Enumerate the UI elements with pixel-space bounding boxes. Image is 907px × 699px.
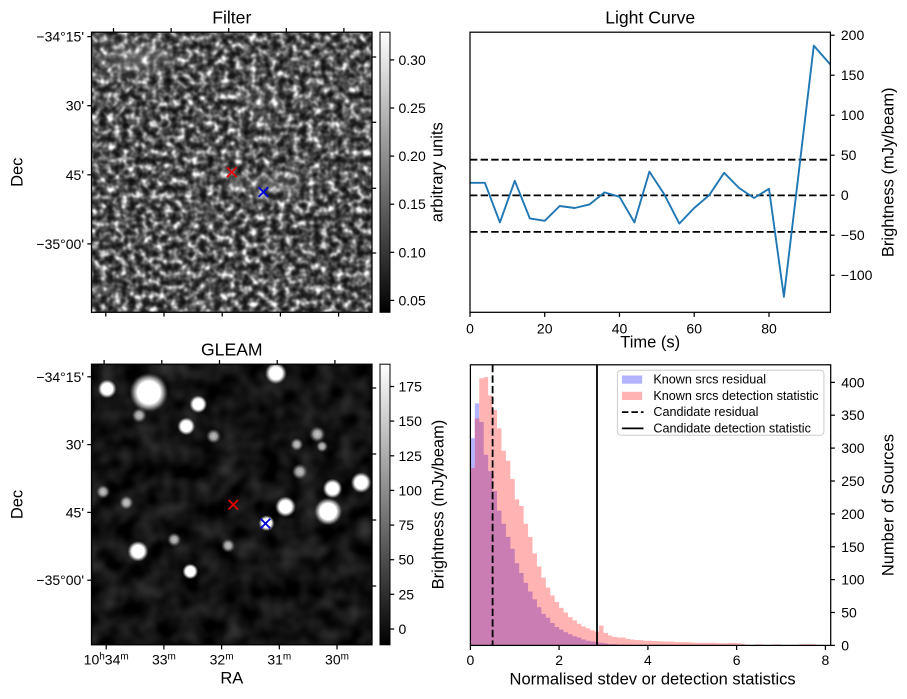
svg-text:Dec: Dec: [9, 490, 27, 519]
svg-text:Candidate detection statistic: Candidate detection statistic: [653, 421, 811, 435]
svg-text:0.25: 0.25: [399, 100, 426, 116]
svg-text:Brightness (mJy/beam): Brightness (mJy/beam): [879, 87, 897, 257]
svg-text:−35°00': −35°00': [36, 236, 84, 252]
svg-text:Brightness (mJy/beam): Brightness (mJy/beam): [430, 420, 448, 590]
svg-text:200: 200: [841, 27, 865, 43]
svg-text:75: 75: [399, 517, 415, 533]
svg-text:100: 100: [841, 572, 865, 588]
svg-text:25: 25: [399, 586, 415, 602]
svg-text:400: 400: [841, 374, 865, 390]
svg-text:8: 8: [822, 652, 830, 668]
svg-text:200: 200: [841, 506, 865, 522]
svg-text:150: 150: [841, 67, 865, 83]
svg-text:6: 6: [733, 652, 741, 668]
svg-text:0.10: 0.10: [399, 244, 426, 260]
svg-text:−35°00': −35°00': [36, 572, 84, 588]
svg-text:150: 150: [399, 413, 423, 429]
svg-text:350: 350: [841, 407, 865, 423]
svg-text:0: 0: [466, 320, 474, 336]
svg-text:125: 125: [399, 448, 423, 464]
svg-text:0: 0: [841, 637, 849, 653]
svg-text:RA: RA: [220, 670, 243, 688]
svg-text:Known srcs detection statistic: Known srcs detection statistic: [653, 389, 818, 403]
svg-text:0.30: 0.30: [399, 52, 426, 68]
svg-text:−100: −100: [841, 267, 873, 283]
svg-text:100: 100: [841, 107, 865, 123]
svg-text:−34°15': −34°15': [36, 369, 84, 385]
svg-text:0: 0: [467, 652, 475, 668]
svg-text:250: 250: [841, 473, 865, 489]
svg-text:0.15: 0.15: [399, 196, 426, 212]
svg-text:50: 50: [399, 552, 415, 568]
svg-text:10h34m: 10h34m: [84, 651, 129, 668]
svg-text:50: 50: [841, 605, 857, 621]
svg-text:4: 4: [644, 652, 652, 668]
svg-text:30': 30': [66, 437, 84, 453]
svg-text:2: 2: [555, 652, 563, 668]
svg-text:Normalised stdev or detection: Normalised stdev or detection statistics: [510, 671, 796, 689]
svg-text:−34°15': −34°15': [36, 29, 84, 45]
svg-text:Dec: Dec: [8, 158, 26, 187]
svg-text:Known srcs residual: Known srcs residual: [653, 373, 766, 387]
svg-text:0: 0: [399, 621, 407, 637]
svg-text:GLEAM: GLEAM: [201, 340, 263, 360]
svg-text:45': 45': [66, 504, 84, 520]
svg-text:100: 100: [399, 482, 423, 498]
svg-text:Candidate residual: Candidate residual: [653, 405, 758, 419]
svg-text:50: 50: [841, 147, 857, 163]
svg-text:80: 80: [761, 320, 777, 336]
svg-text:0.05: 0.05: [399, 292, 426, 308]
svg-text:175: 175: [399, 379, 423, 395]
svg-text:0.20: 0.20: [399, 148, 426, 164]
svg-text:30': 30': [66, 98, 84, 114]
svg-text:Light Curve: Light Curve: [605, 8, 695, 28]
svg-text:40: 40: [612, 320, 628, 336]
svg-text:Time (s): Time (s): [620, 334, 680, 352]
svg-text:60: 60: [686, 320, 702, 336]
svg-text:Number of Sources: Number of Sources: [880, 434, 898, 576]
svg-text:0: 0: [841, 187, 849, 203]
svg-text:−50: −50: [841, 227, 865, 243]
svg-text:150: 150: [841, 539, 865, 555]
svg-text:300: 300: [841, 440, 865, 456]
svg-text:Filter: Filter: [212, 8, 251, 28]
svg-text:arbitrary units: arbitrary units: [428, 122, 446, 222]
svg-text:20: 20: [537, 320, 553, 336]
svg-text:45': 45': [66, 167, 84, 183]
